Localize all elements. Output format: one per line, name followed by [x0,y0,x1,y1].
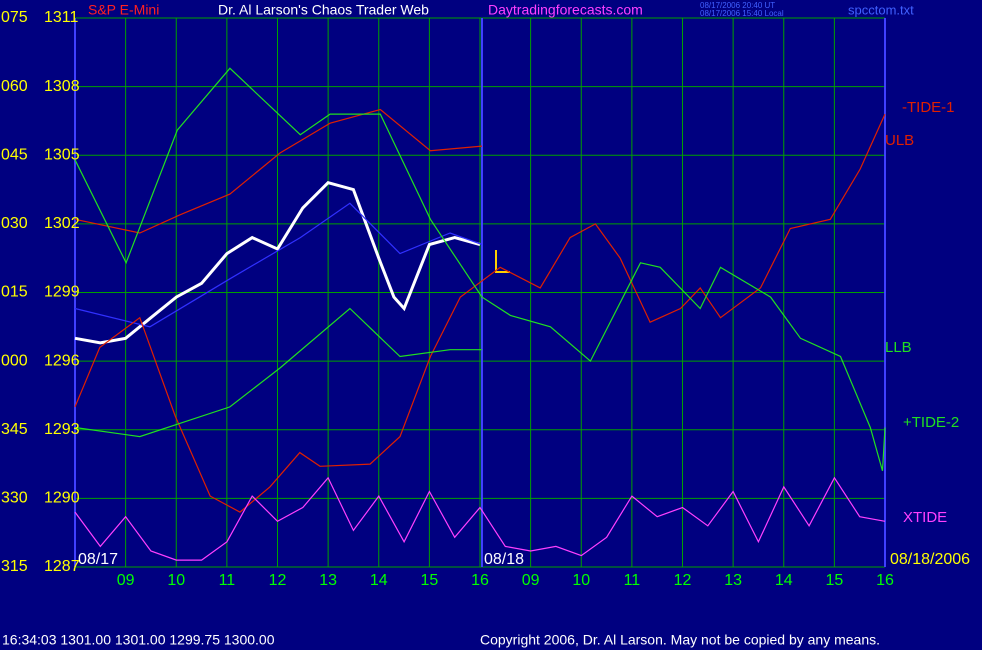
footer-quote: 16:34:03 1301.00 1301.00 1299.75 1300.00 [2,632,275,648]
x-tick-label: 11 [624,572,641,589]
copyright: Copyright 2006, Dr. Al Larson. May not b… [480,632,880,648]
y-angle-label: 015 [1,284,28,301]
series-line [74,181,481,345]
y-tick-label: 1302 [44,215,80,232]
x-tick-label: 10 [572,572,590,589]
series-line [74,307,482,438]
symbol-title: S&P E-Mini [88,2,159,18]
y-angle-label: 030 [1,215,28,232]
chart-title: Dr. Al Larson's Chaos Trader Web [218,2,429,18]
x-tick-label: 14 [370,572,388,589]
series-line [74,476,886,561]
date-label: 08/18 [484,551,524,568]
series-line [74,113,886,513]
y-tick-label: 1308 [44,78,80,95]
y-angle-label: 330 [1,490,28,507]
y-angle-label: 045 [1,146,28,163]
plot [74,67,886,561]
timestamp-local: 08/17/2006 15:40 Local [700,9,784,18]
x-tick-label: 13 [724,572,742,589]
y-tick-label: 1299 [44,284,80,301]
y-angle-label: 000 [1,352,28,369]
y-tick-label: 1311 [44,9,79,26]
y-angle-label: 345 [1,421,28,438]
series-label: -TIDE-1 [902,99,955,116]
series-label: +TIDE-2 [903,414,959,431]
date-label: 08/17 [78,551,118,568]
y-angle-label: 075 [1,9,28,26]
series-line [74,108,483,234]
x-tick-label: 13 [319,572,337,589]
x-tick-label: 12 [269,572,287,589]
series-label: LLB [885,339,912,356]
x-tick-label: 14 [775,572,793,589]
y-tick-label: 1296 [44,352,80,369]
timestamp-ut: 08/17/2006 20:40 UT [700,1,775,10]
x-tick-label: 10 [167,572,185,589]
series-label: ULB [885,132,914,149]
y-tick-label: 1305 [44,146,80,163]
marker [495,250,510,273]
y-tick-label: 1290 [44,490,80,507]
series-label: XTIDE [903,509,947,526]
y-tick-label: 1293 [44,421,80,438]
x-tick-label: 16 [471,572,489,589]
date-label: 08/18/2006 [890,551,970,568]
series-line [74,67,886,472]
x-tick-label: 16 [876,572,894,589]
x-tick-label: 09 [117,572,135,589]
y-angle-label: 060 [1,78,28,95]
x-tick-label: 12 [674,572,692,589]
x-tick-label: 09 [522,572,540,589]
file-name: spcctom.txt [848,2,914,17]
x-tick-label: 11 [219,572,236,589]
x-tick-label: 15 [825,572,843,589]
y-tick-label: 1287 [44,558,80,575]
website: Daytradingforecasts.com [488,2,643,18]
y-angle-label: 315 [1,558,28,575]
x-tick-label: 15 [420,572,438,589]
